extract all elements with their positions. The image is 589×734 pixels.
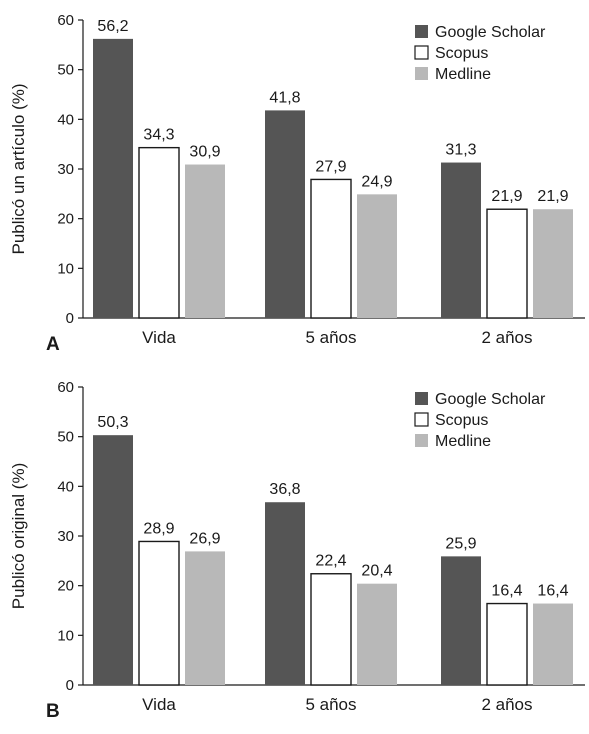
bar-medline-3 xyxy=(533,209,573,318)
x-tick-label: 2 años xyxy=(481,695,532,714)
legend-swatch-medline xyxy=(415,67,428,80)
data-label-medline-3: 21,9 xyxy=(537,188,568,205)
legend-label-google-scholar: Google Scholar xyxy=(435,24,546,41)
bar-scopus-3 xyxy=(486,602,528,686)
y-tick-label: 50 xyxy=(57,62,74,79)
legend-swatch-scopus xyxy=(414,45,429,60)
bar-scopus-1 xyxy=(138,146,180,319)
legend-label-scopus: Scopus xyxy=(435,412,488,429)
y-tick-label: 60 xyxy=(57,12,74,29)
data-label-google-scholar-2: 36,8 xyxy=(269,481,300,498)
legend-label-medline: Medline xyxy=(435,66,491,83)
data-label-medline-1: 26,9 xyxy=(189,530,220,547)
bar-google-scholar-1 xyxy=(93,435,133,685)
data-label-google-scholar-1: 50,3 xyxy=(97,414,128,431)
bar-medline-1 xyxy=(185,551,225,685)
data-label-google-scholar-3: 25,9 xyxy=(445,535,476,552)
y-tick-label: 0 xyxy=(66,677,74,694)
bar-google-scholar-2 xyxy=(265,110,305,318)
y-tick-label: 40 xyxy=(57,111,74,128)
chart-panel-a: Publicó un artículo (%) 0 10 20 30 40 50 60 56,2… xyxy=(9,12,585,355)
bar-scopus-2 xyxy=(310,178,352,319)
data-label-scopus-2: 27,9 xyxy=(315,158,346,175)
y-axis-label: Publicó un artículo (%) xyxy=(9,83,28,254)
x-tick-label: Vida xyxy=(142,328,176,347)
bar-medline-3 xyxy=(533,603,573,685)
legend-swatch-google-scholar xyxy=(415,392,428,405)
bar-google-scholar-3 xyxy=(441,556,481,685)
bar-medline-2 xyxy=(357,583,397,685)
bar-google-scholar-1 xyxy=(93,38,133,319)
x-tick-label: 2 años xyxy=(481,328,532,347)
bar-medline-2 xyxy=(357,194,397,318)
x-tick-label: Vida xyxy=(142,695,176,714)
data-label-medline-2: 24,9 xyxy=(361,173,392,190)
x-tick-label: 5 años xyxy=(305,328,356,347)
bar-chart-b: Publicó original (%) 0 10 20 30 40 50 60 50,3 28,… xyxy=(9,379,585,722)
data-label-google-scholar-1: 56,2 xyxy=(97,18,128,35)
y-tick-label: 30 xyxy=(57,528,74,545)
legend-label-medline: Medline xyxy=(435,433,491,450)
legend-label-scopus: Scopus xyxy=(435,45,488,62)
data-label-google-scholar-2: 41,8 xyxy=(269,89,300,106)
y-tick-label: 20 xyxy=(57,211,74,228)
y-axis-label: Publicó original (%) xyxy=(9,463,28,609)
data-label-google-scholar-3: 31,3 xyxy=(445,142,476,159)
bar-chart-a: Publicó un artículo (%) 0 10 20 30 40 50 60 56,2… xyxy=(9,12,585,355)
data-label-scopus-3: 21,9 xyxy=(491,188,522,205)
data-label-medline-1: 30,9 xyxy=(189,144,220,161)
panel-label: B xyxy=(46,701,60,722)
data-label-scopus-1: 28,9 xyxy=(143,520,174,537)
bar-scopus-2 xyxy=(310,573,352,686)
data-label-scopus-1: 34,3 xyxy=(143,127,174,144)
data-label-scopus-2: 22,4 xyxy=(315,553,346,570)
legend-swatch-google-scholar xyxy=(415,25,428,38)
panel-label: A xyxy=(46,334,60,355)
legend-swatch-scopus xyxy=(414,412,429,427)
bar-scopus-3 xyxy=(486,208,528,319)
y-tick-label: 60 xyxy=(57,379,74,396)
y-tick-label: 10 xyxy=(57,627,74,644)
legend-label-google-scholar: Google Scholar xyxy=(435,391,546,408)
bar-google-scholar-2 xyxy=(265,502,305,685)
x-tick-label: 5 años xyxy=(305,695,356,714)
y-tick-label: 20 xyxy=(57,578,74,595)
bar-google-scholar-3 xyxy=(441,162,481,318)
data-label-scopus-3: 16,4 xyxy=(491,583,522,600)
data-label-medline-2: 20,4 xyxy=(361,563,392,580)
y-tick-label: 50 xyxy=(57,429,74,446)
y-tick-label: 10 xyxy=(57,260,74,277)
bar-medline-1 xyxy=(185,164,225,318)
chart-panel-b: Publicó original (%) 0 10 20 30 40 50 60 50,3 28,… xyxy=(0,367,589,734)
y-tick-label: 0 xyxy=(66,310,74,327)
bar-scopus-1 xyxy=(138,540,180,686)
y-tick-label: 30 xyxy=(57,161,74,178)
data-label-medline-3: 16,4 xyxy=(537,583,568,600)
legend-swatch-medline xyxy=(415,434,428,447)
y-tick-label: 40 xyxy=(57,478,74,495)
